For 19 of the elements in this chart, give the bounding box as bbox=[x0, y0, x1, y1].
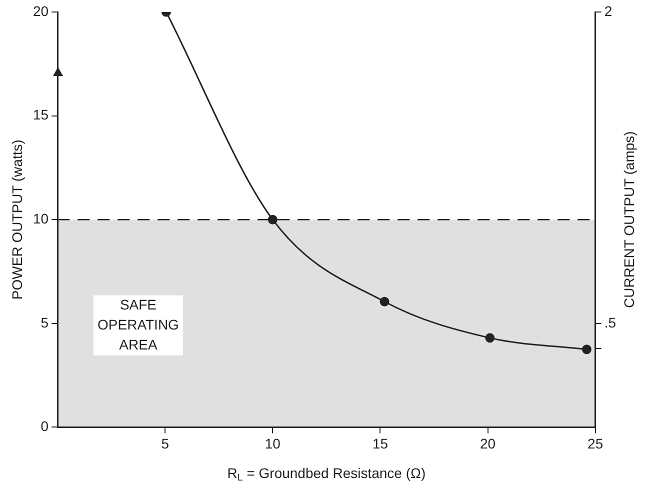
x-tick-label: 20 bbox=[480, 435, 496, 452]
x-tick-label: 10 bbox=[264, 435, 281, 452]
point bbox=[485, 333, 495, 343]
y-tick-label: 15 bbox=[32, 106, 49, 123]
band-label: SAFE OPERATING AREA bbox=[98, 296, 179, 352]
y-tick-label: 5 bbox=[40, 314, 49, 330]
y-tick-label: 10 bbox=[32, 210, 49, 226]
y-tick-label: 20 bbox=[32, 2, 49, 19]
y-axis-title: POWER OUTPUT (watts) bbox=[8, 140, 25, 300]
point bbox=[380, 296, 390, 306]
point bbox=[268, 214, 278, 224]
x-tick-label: 25 bbox=[588, 435, 604, 452]
y2-axis-title: CURRENT OUTPUT (amps) bbox=[620, 131, 637, 308]
y2-tick-label: .5 bbox=[604, 314, 616, 330]
point bbox=[582, 344, 592, 354]
x-tick-label: 15 bbox=[372, 435, 388, 452]
y2-tick-label: 2 bbox=[604, 2, 612, 19]
y-tick-label: 0 bbox=[40, 418, 49, 434]
x-tick-label: 5 bbox=[161, 435, 170, 452]
